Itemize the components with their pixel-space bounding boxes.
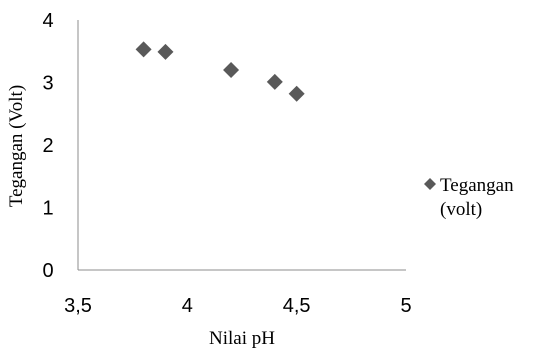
legend-label: Tegangan (volt) <box>440 175 514 220</box>
x-tick-label: 4 <box>182 295 193 317</box>
axes <box>77 20 406 271</box>
x-tick-label: 4,5 <box>283 295 311 317</box>
y-tick-label: 3 <box>42 73 53 95</box>
data-point-diamond <box>266 73 283 90</box>
x-tick-label: 5 <box>400 295 411 317</box>
y-tick-label: 0 <box>42 260 53 282</box>
x-axis-title: Nilai pH <box>209 328 275 349</box>
x-tick-label: 3,5 <box>64 295 92 317</box>
data-point-diamond <box>223 62 240 78</box>
y-tick-label: 1 <box>42 198 53 220</box>
legend: Tegangan (volt) <box>424 175 514 220</box>
y-tick-label: 2 <box>42 135 53 157</box>
y-axis-title: Tegangan (Volt) <box>6 85 27 207</box>
data-points <box>135 41 305 102</box>
data-point-diamond <box>157 43 174 60</box>
data-point-diamond <box>135 41 152 58</box>
y-tick-label: 4 <box>42 10 53 32</box>
data-point-diamond <box>288 85 305 102</box>
legend-marker-diamond <box>424 178 436 190</box>
tick-labels: 3,5 4 4,5 5 0 1 2 3 4 <box>42 10 411 317</box>
